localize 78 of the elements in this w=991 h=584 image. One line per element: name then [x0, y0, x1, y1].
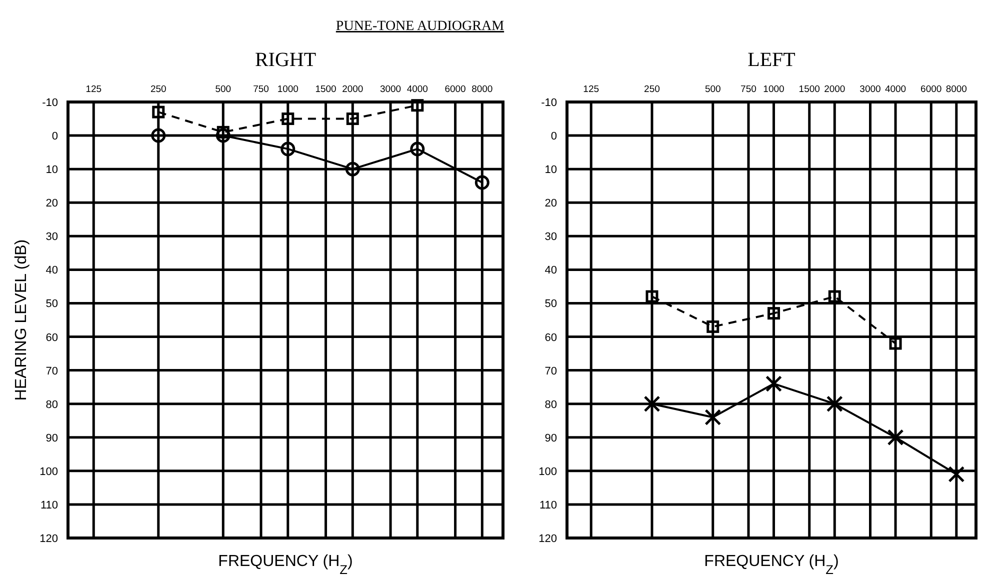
point [411, 99, 424, 112]
text: PUNE-TONE AUDIOGRAM [336, 19, 505, 34]
x-tick-label: 8000 [472, 84, 493, 95]
x-axis-title: FREQUENCY (H$_{Z}$) [218, 553, 353, 576]
chart-title: RIGHT [254, 49, 316, 71]
x-axis-title: FREQUENCY (H$_{Z}$) [704, 553, 839, 576]
x-tick-label: 500 [704, 84, 721, 95]
y-tick-label: 60 [544, 332, 557, 344]
point [887, 429, 904, 446]
point [216, 128, 230, 143]
x-tick-label: 3000 [860, 84, 881, 95]
x-tick-label: 750 [253, 84, 269, 95]
x-tick-label: 750 [740, 84, 756, 95]
y-tick-label: 30 [46, 231, 58, 244]
x-tick-label: 250 [150, 84, 166, 95]
y-tick-label: -10 [541, 97, 557, 109]
point [280, 142, 296, 156]
y-tick-label: 0 [550, 130, 557, 143]
y-tick-label: 100 [538, 466, 557, 478]
x-tick-label: 6000 [444, 84, 466, 95]
chart-title: LEFT [748, 49, 796, 71]
y-tick-label: 10 [46, 164, 58, 176]
x-tick-label: 1000 [277, 84, 298, 95]
x-tick-label: 1500 [798, 84, 820, 95]
y-axis-title: HEARING LEVEL (dB) [13, 239, 30, 401]
x-tick-label: 250 [644, 84, 660, 95]
x-tick-label: 1500 [315, 84, 336, 95]
point [828, 290, 841, 303]
y-tick-label: 0 [52, 130, 58, 143]
x-tick-label: 125 [583, 84, 600, 95]
y-tick-label: 60 [46, 332, 58, 344]
point [766, 375, 782, 392]
x-tick-label: 6000 [920, 84, 942, 95]
y-tick-label: 40 [544, 264, 557, 277]
y-tick-label: 80 [544, 398, 557, 411]
point [282, 112, 294, 126]
y-tick-label: 100 [40, 466, 58, 478]
point [644, 396, 660, 412]
y-tick-label: 80 [46, 398, 58, 411]
y-tick-label: 20 [46, 198, 58, 210]
y-tick-label: 110 [539, 499, 557, 512]
point [346, 112, 359, 126]
y-tick-label: -10 [42, 97, 58, 109]
y-tick-label: 40 [46, 264, 58, 277]
point [474, 175, 490, 190]
x-tick-label: 500 [215, 84, 232, 95]
point [410, 142, 425, 156]
point [889, 337, 902, 350]
point [706, 320, 720, 333]
x-tick-label: 1000 [763, 84, 784, 95]
x-tick-label: 2000 [824, 84, 846, 95]
y-tick-label: 110 [40, 499, 58, 512]
x-tick-label: 8000 [946, 84, 967, 95]
point [768, 307, 780, 320]
point [826, 396, 843, 412]
y-tick-label: 70 [544, 365, 557, 378]
x-tick-label: 4000 [406, 84, 428, 95]
x-tick-label: 4000 [884, 84, 906, 95]
point [345, 162, 360, 176]
x-tick-label: 2000 [342, 84, 364, 95]
point [948, 466, 965, 483]
x-tick-label: 125 [86, 84, 102, 95]
y-tick-label: 120 [40, 533, 58, 545]
y-tick-label: 90 [46, 432, 58, 444]
y-tick-label: 30 [544, 231, 557, 244]
point [151, 128, 166, 143]
point [152, 106, 165, 118]
y-tick-label: 20 [544, 198, 557, 210]
point [646, 290, 658, 303]
point [704, 409, 722, 426]
y-tick-label: 90 [544, 432, 557, 444]
point [216, 126, 230, 138]
y-tick-label: 50 [544, 298, 557, 310]
y-tick-label: 10 [544, 164, 557, 176]
y-tick-label: 70 [46, 365, 58, 378]
y-tick-label: 50 [46, 298, 58, 310]
y-tick-label: 120 [538, 533, 557, 545]
x-tick-label: 3000 [380, 84, 402, 95]
